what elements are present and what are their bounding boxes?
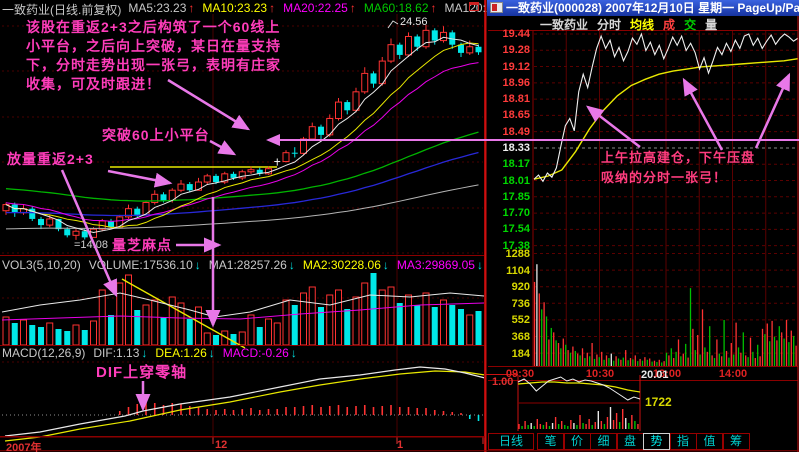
trend-arrow-icon: ↓ <box>476 258 483 272</box>
price-axis-label: 18.49 <box>502 125 530 138</box>
tab-指[interactable]: 指 <box>669 433 697 450</box>
axis-month-label: 12 <box>215 439 228 451</box>
trend-arrow-icon: ↓ <box>208 346 215 360</box>
intraday-title: 一致药业(000028) 2007年12月10日 星期一 PageUp/Page… <box>506 1 799 15</box>
trend-arrow-icon: ↓ <box>382 258 389 272</box>
trend-arrow-icon: ↑ <box>349 1 356 15</box>
vol-header-item: MA2:30228.06 <box>302 258 381 272</box>
trend-arrow-icon: ↑ <box>430 1 437 15</box>
volume-axis-label: 920 <box>511 281 530 294</box>
trend-arrow-icon: ↑ <box>188 1 195 15</box>
trend-arrow-icon: ↓ <box>288 258 295 272</box>
annotation-vol-return: 放量重返2+3 <box>7 151 94 167</box>
ma-value: MA5:23.23 <box>128 1 187 15</box>
annotation-block: 该股在重返2+3之后构筑了一个60线上 小平台，之后向上突破，某日在量支持 下，… <box>26 19 281 92</box>
intraday-titlebar[interactable]: 一致药业(000028) 2007年12月10日 星期一 PageUp/Page… <box>487 0 799 16</box>
price-axis-label: 18.96 <box>502 76 530 89</box>
ma-value: MA20:22.25 <box>283 1 348 15</box>
time-axis-label: 10:30 <box>585 368 615 380</box>
price-axis-label: 18.33 <box>502 141 530 154</box>
tab-价[interactable]: 价 <box>563 433 591 450</box>
price-axis-label: 17.70 <box>502 207 530 220</box>
vol-header-item: MA1:28257.26 <box>208 258 287 272</box>
mini-value-label: 1722 <box>645 395 672 409</box>
tab-值[interactable]: 值 <box>696 433 723 450</box>
subheader-item[interactable]: 成 <box>663 18 676 32</box>
app-icon <box>490 2 503 13</box>
volume-axis-label: 368 <box>511 331 530 343</box>
axis-year-label: 2007年 <box>6 442 42 452</box>
volume-axis-label: 552 <box>511 314 530 327</box>
price-axis-label: 17.38 <box>502 239 530 252</box>
mini-high-label: 20.01 <box>641 369 669 381</box>
tab-筹[interactable]: 筹 <box>722 433 750 450</box>
volume-axis-label: 736 <box>511 297 530 310</box>
volume-axis-label: 1104 <box>506 264 530 277</box>
annotation-intraday: 上午拉高建仓，下午压盘 吸纳的分时一张弓！ <box>601 150 756 185</box>
macd-header-item: MACD(12,26,9) <box>2 346 86 360</box>
macd-header-item: DIF:1.13 <box>93 346 140 360</box>
mini-left-label: 1.00 <box>492 376 514 388</box>
vol-header-item: VOL3(5,10,20) <box>2 258 81 272</box>
annotation-sesame: 量芝麻点 <box>112 237 172 253</box>
low-price-label: =14.08 <box>74 239 108 251</box>
tab-势[interactable]: 势 <box>643 433 670 450</box>
price-axis-label: 19.28 <box>502 44 530 57</box>
macd-header-item: DEA:1.26 <box>155 346 207 360</box>
time-axis-label: 09:30 <box>505 368 535 380</box>
tab-笔[interactable]: 笔 <box>537 433 564 450</box>
price-axis-label: 18.01 <box>502 174 530 187</box>
subheader-item[interactable]: 一致药业 <box>540 18 589 32</box>
vol-header-item: MA3:29869.05 <box>396 258 475 272</box>
trend-arrow-icon: ↑ <box>269 1 276 15</box>
peak-price-label: 24.56 <box>400 16 428 28</box>
subheader-item[interactable]: 量 <box>705 18 718 32</box>
price-axis-label: 19.12 <box>502 60 530 73</box>
annotation-breakout: 突破60上小平台 <box>102 127 210 143</box>
price-axis-label: 17.85 <box>502 190 530 203</box>
trend-arrow-icon: ↓ <box>194 258 201 272</box>
ma-value: MA10:23.23 <box>202 1 268 15</box>
tab-盘[interactable]: 盘 <box>616 433 644 450</box>
subheader-item[interactable]: 分时 <box>597 18 622 32</box>
stock-title: 一致药业(日线.前复权) <box>2 3 122 17</box>
price-axis-label: 18.65 <box>502 109 530 122</box>
price-axis-label: 19.44 <box>502 28 530 40</box>
volume-axis-label: 184 <box>511 347 530 360</box>
trend-arrow-icon: ↓ <box>290 346 297 360</box>
tab-细[interactable]: 细 <box>590 433 617 450</box>
window-icon[interactable] <box>469 2 479 11</box>
vol-header-item: VOLUME:17536.10 <box>88 258 193 272</box>
intraday-subheader: 一致药业 分时 均线成交量 <box>540 16 717 33</box>
subheader-item[interactable]: 交 <box>684 18 697 32</box>
axis-month-label: 1 <box>397 439 404 451</box>
volume-header: VOL3(5,10,20) VOLUME:17536.10 ↓ MA1:28257.2… <box>2 258 483 272</box>
subheader-item[interactable]: 均线 <box>630 18 655 32</box>
tab-daily[interactable]: 日线 <box>488 433 534 450</box>
ma-value: MA60:18.62 <box>363 1 429 15</box>
volume-axis-label: 1288 <box>505 248 530 260</box>
trend-arrow-icon: ↓ <box>141 346 148 360</box>
annotation-dif: DIF上穿零轴 <box>96 364 188 381</box>
macd-header: MACD(12,26,9) DIF:1.13 ↓ DEA:1.26 ↓ MACD:-0.2… <box>2 346 297 360</box>
time-axis-label: 13:00 <box>652 368 682 380</box>
price-axis-label: 17.54 <box>502 223 530 236</box>
time-axis-label: 14:00 <box>718 368 748 380</box>
macd-header-item: MACD:-0.26 <box>222 346 289 360</box>
price-axis-label: 18.81 <box>502 93 530 106</box>
price-axis-label: 18.17 <box>502 158 530 171</box>
